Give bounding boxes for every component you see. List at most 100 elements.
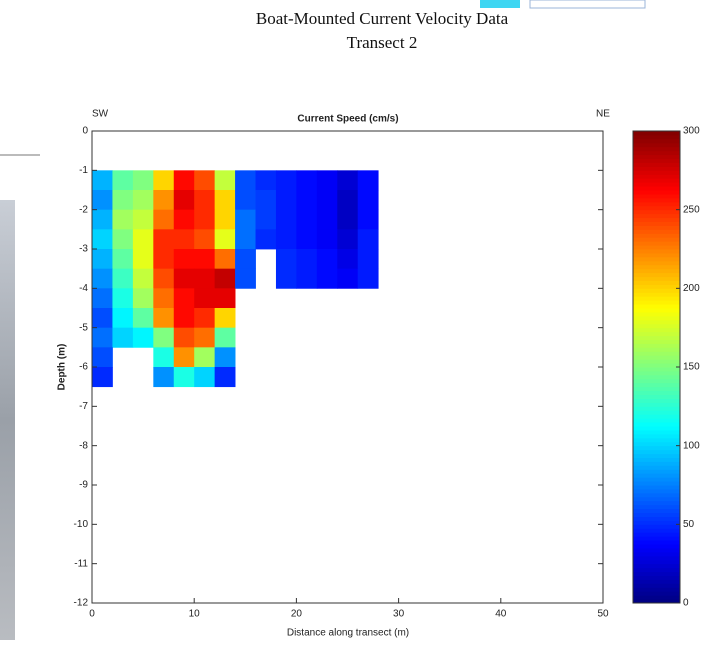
colorbar-segment bbox=[633, 300, 680, 305]
heat-cell bbox=[132, 327, 154, 348]
heat-cell bbox=[337, 209, 359, 230]
colorbar-segment bbox=[633, 190, 680, 195]
heat-cell bbox=[296, 268, 318, 289]
heat-cell bbox=[235, 249, 256, 270]
heat-cell bbox=[112, 308, 134, 329]
colorbar-segment bbox=[633, 193, 680, 199]
heat-cell bbox=[214, 249, 236, 270]
colorbar-segment bbox=[633, 284, 680, 289]
heat-cell bbox=[337, 268, 359, 289]
heat-cell bbox=[214, 308, 236, 329]
heat-cell bbox=[132, 190, 154, 211]
colorbar-segment bbox=[633, 469, 680, 474]
heat-cell bbox=[92, 249, 113, 270]
heat-cell bbox=[112, 249, 134, 270]
colorbar-segment bbox=[633, 280, 680, 285]
heat-cell bbox=[132, 209, 154, 230]
y-tick-label: -2 bbox=[79, 204, 88, 215]
colorbar-segment bbox=[633, 221, 680, 226]
y-tick-label: -4 bbox=[79, 283, 88, 294]
heat-cell bbox=[92, 347, 113, 368]
heat-cell bbox=[357, 249, 379, 270]
heat-cell bbox=[132, 308, 154, 329]
colorbar-segment bbox=[633, 386, 680, 392]
heat-cell bbox=[296, 209, 318, 230]
heat-cell bbox=[92, 308, 113, 329]
colorbar-segment bbox=[633, 508, 680, 514]
colorbar-segment bbox=[633, 209, 680, 215]
colorbar-segment bbox=[633, 398, 680, 403]
x-tick-label: 50 bbox=[597, 609, 609, 620]
colorbar-segment bbox=[633, 288, 680, 293]
y-tick-label: -10 bbox=[74, 519, 89, 530]
heat-cell bbox=[275, 229, 297, 250]
colorbar-segment bbox=[633, 567, 680, 573]
heat-cell bbox=[357, 268, 379, 289]
colorbar-segment bbox=[633, 575, 680, 580]
heat-cell bbox=[173, 367, 195, 388]
colorbar-segment bbox=[633, 229, 680, 234]
colorbar-segment bbox=[633, 158, 680, 163]
heat-cell bbox=[194, 308, 216, 329]
colorbar-tick-label: 0 bbox=[683, 598, 689, 609]
heat-cell bbox=[173, 308, 195, 329]
colorbar-segment bbox=[633, 264, 680, 270]
colorbar-segment bbox=[633, 268, 680, 274]
heat-cell bbox=[214, 347, 236, 368]
heat-cell bbox=[132, 229, 154, 250]
colorbar-segment bbox=[633, 414, 680, 419]
heat-cell bbox=[92, 170, 113, 191]
colorbar-segment bbox=[633, 445, 680, 451]
heat-cell bbox=[316, 209, 338, 230]
heat-cell bbox=[337, 170, 359, 191]
colorbar-segment bbox=[633, 225, 680, 230]
heat-cell bbox=[92, 367, 113, 388]
heat-cell bbox=[112, 209, 134, 230]
colorbar-segment bbox=[633, 351, 680, 356]
colorbar-segment bbox=[633, 343, 680, 348]
colorbar-segment bbox=[633, 327, 680, 333]
heat-cell bbox=[235, 268, 256, 289]
colorbar-segment bbox=[633, 473, 680, 478]
heat-cell bbox=[173, 209, 195, 230]
colorbar-segment bbox=[633, 382, 680, 388]
chart-title: Current Speed (cm/s) bbox=[297, 114, 398, 125]
heat-cell bbox=[214, 268, 236, 289]
colorbar-segment bbox=[633, 496, 680, 502]
colorbar-segment bbox=[633, 555, 680, 561]
heat-cell bbox=[194, 347, 216, 368]
heat-cell bbox=[235, 209, 256, 230]
heat-cell bbox=[194, 327, 216, 348]
heat-cell bbox=[92, 209, 113, 230]
colorbar-segment bbox=[633, 245, 680, 250]
y-axis-label: Depth (m) bbox=[57, 344, 68, 391]
colorbar-segment bbox=[633, 563, 680, 569]
y-tick-label: 0 bbox=[82, 126, 88, 137]
y-tick-label: -6 bbox=[79, 362, 88, 373]
x-tick-label: 0 bbox=[89, 609, 95, 620]
colorbar-tick-label: 100 bbox=[683, 440, 700, 451]
colorbar-segment bbox=[633, 488, 680, 494]
left-label: SW bbox=[92, 109, 109, 120]
colorbar-segment bbox=[633, 512, 680, 517]
colorbar-segment bbox=[633, 162, 680, 167]
heat-cell bbox=[357, 190, 379, 211]
colorbar-segment bbox=[633, 429, 680, 435]
y-tick-label: -5 bbox=[79, 322, 88, 333]
heat-cell bbox=[153, 327, 175, 348]
x-tick-label: 10 bbox=[189, 609, 201, 620]
heat-cell bbox=[112, 327, 134, 348]
colorbar-segment bbox=[633, 441, 680, 447]
colorbar-segment bbox=[633, 272, 680, 278]
colorbar-tick-label: 150 bbox=[683, 362, 700, 373]
colorbar-segment bbox=[633, 201, 680, 207]
colorbar-segment bbox=[633, 217, 680, 222]
heat-cell bbox=[173, 190, 195, 211]
colorbar-segment bbox=[633, 359, 680, 364]
heat-cell bbox=[316, 268, 338, 289]
colorbar-segment bbox=[633, 150, 680, 156]
colorbar-segment bbox=[633, 595, 680, 600]
colorbar-segment bbox=[633, 178, 680, 183]
heat-cell bbox=[153, 190, 175, 211]
